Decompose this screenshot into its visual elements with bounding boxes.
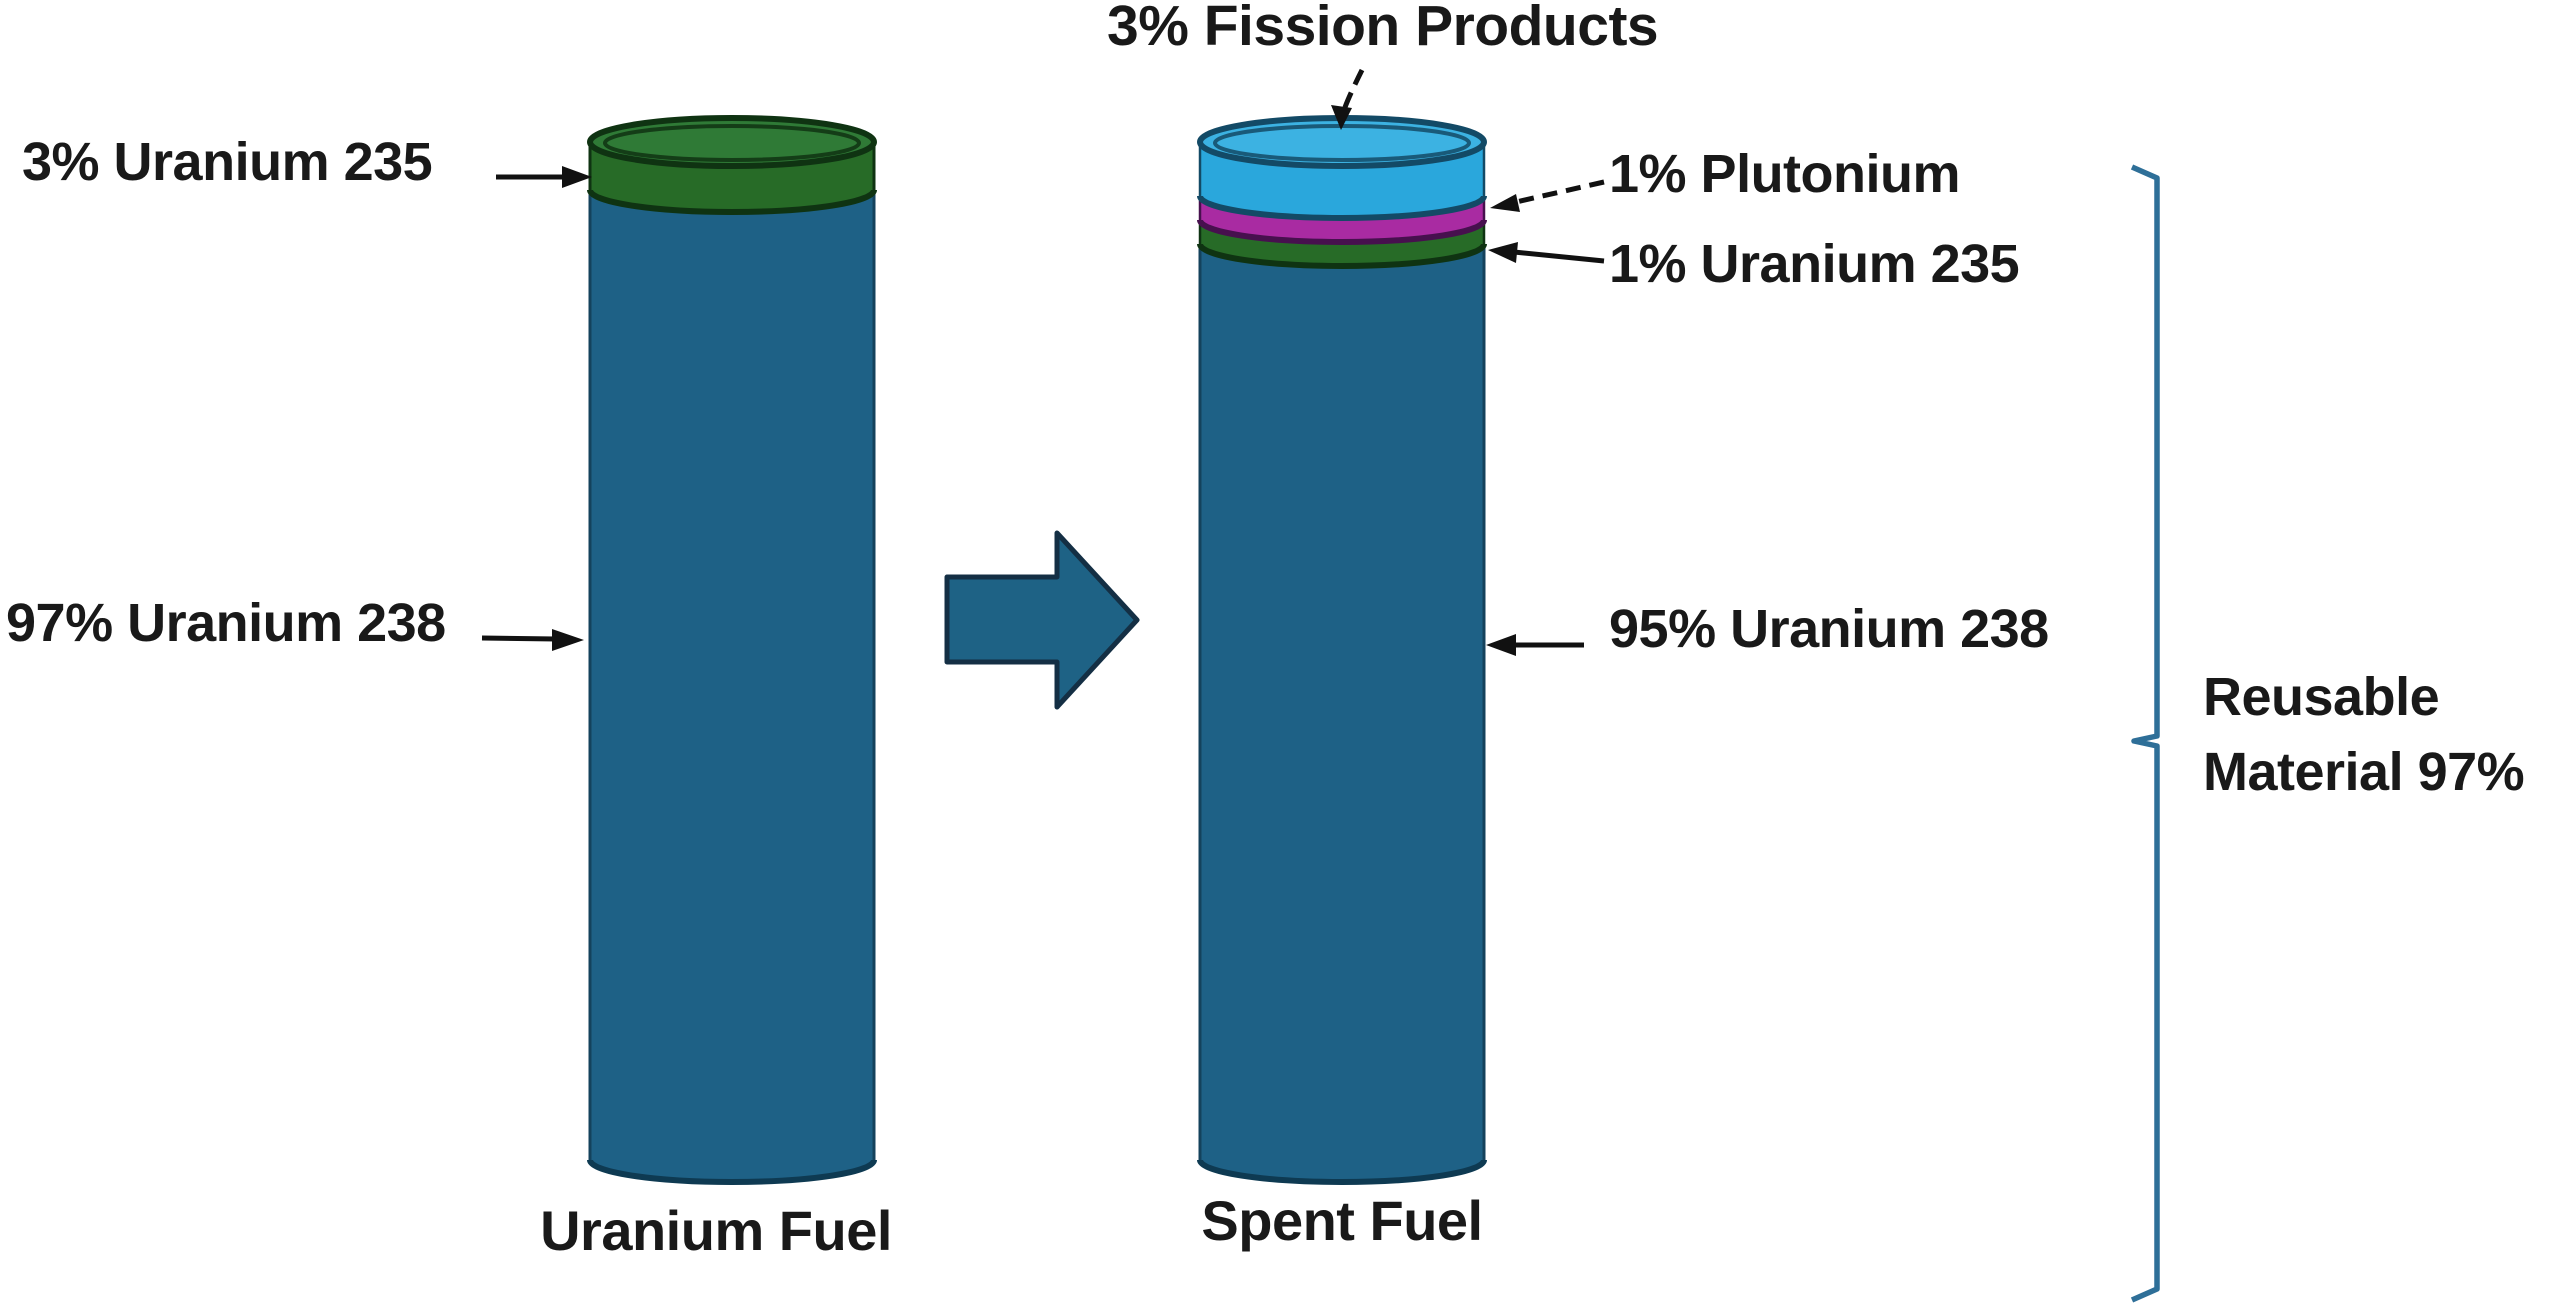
spent-fuel-cyan-magenta-boundary bbox=[1197, 195, 1487, 221]
arrow-fission-products-icon bbox=[1331, 68, 1365, 130]
label-fission-products: 3% Fission Products bbox=[1107, 0, 1659, 58]
uranium-fuel-top-rim bbox=[603, 124, 861, 162]
arrow-spent-u235-icon bbox=[1488, 242, 1605, 264]
caption-uranium-fuel: Uranium Fuel bbox=[540, 1199, 892, 1262]
reusable-bracket bbox=[2130, 164, 2160, 1303]
spent-fuel-magenta-green-boundary bbox=[1197, 219, 1487, 245]
label-reusable-line2: Material 97% bbox=[2203, 742, 2525, 802]
arrow-plutonium-icon bbox=[1490, 179, 1605, 212]
uranium-fuel-cylinder bbox=[587, 115, 877, 1185]
arrow-spent-u238-icon bbox=[1486, 634, 1584, 656]
label-spent-u235: 1% Uranium 235 bbox=[1609, 234, 2020, 294]
label-reusable-material: Reusable Material 97% bbox=[2203, 660, 2525, 810]
uranium-fuel-bottom-edge bbox=[587, 1159, 877, 1185]
spent-fuel-u238-segment bbox=[1198, 243, 1486, 1184]
label-enriched-u235: 3% Uranium 235 bbox=[22, 132, 433, 192]
spent-fuel-cylinder bbox=[1197, 115, 1487, 1185]
arrow-fresh-u238-icon bbox=[481, 629, 584, 651]
uranium-fuel-band-boundary bbox=[587, 189, 877, 215]
spent-fuel-bottom-edge bbox=[1197, 1159, 1487, 1185]
uranium-fuel-u238-segment bbox=[588, 189, 876, 1184]
label-reusable-line1: Reusable bbox=[2203, 667, 2440, 727]
caption-spent-fuel: Spent Fuel bbox=[1201, 1189, 1483, 1252]
flow-arrow-icon bbox=[944, 530, 1140, 710]
label-plutonium: 1% Plutonium bbox=[1609, 144, 1961, 204]
spent-fuel-green-blue-boundary bbox=[1197, 243, 1487, 269]
label-spent-u238: 95% Uranium 238 bbox=[1609, 599, 2049, 659]
label-fresh-u238: 97% Uranium 238 bbox=[6, 593, 446, 653]
arrow-enriched-u235-icon bbox=[496, 166, 592, 188]
callout-arrows bbox=[481, 68, 1605, 656]
